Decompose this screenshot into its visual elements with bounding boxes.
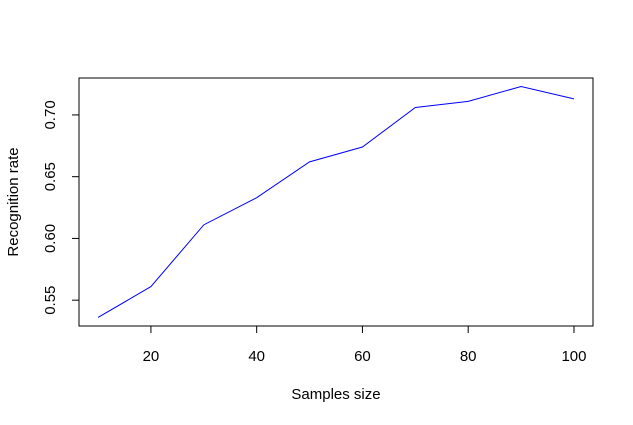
y-axis: 0.55 0.60 0.65 0.70 [42, 100, 80, 315]
x-tick-label: 60 [354, 348, 371, 365]
plot-box [78, 77, 594, 327]
x-tick-label: 80 [460, 348, 477, 365]
y-tick-label: 0.60 [42, 224, 59, 253]
y-tick-label: 0.70 [42, 100, 59, 129]
y-axis-label: Recognition rate [5, 147, 22, 256]
y-tick-label: 0.65 [42, 162, 59, 191]
x-tick-label: 100 [561, 348, 586, 365]
y-tick-label: 0.55 [42, 286, 59, 315]
x-axis: 20 40 60 80 100 [143, 325, 586, 365]
x-tick-label: 40 [248, 348, 265, 365]
x-tick-label: 20 [143, 348, 160, 365]
x-axis-label: Samples size [291, 386, 380, 403]
series-line [97, 86, 575, 318]
